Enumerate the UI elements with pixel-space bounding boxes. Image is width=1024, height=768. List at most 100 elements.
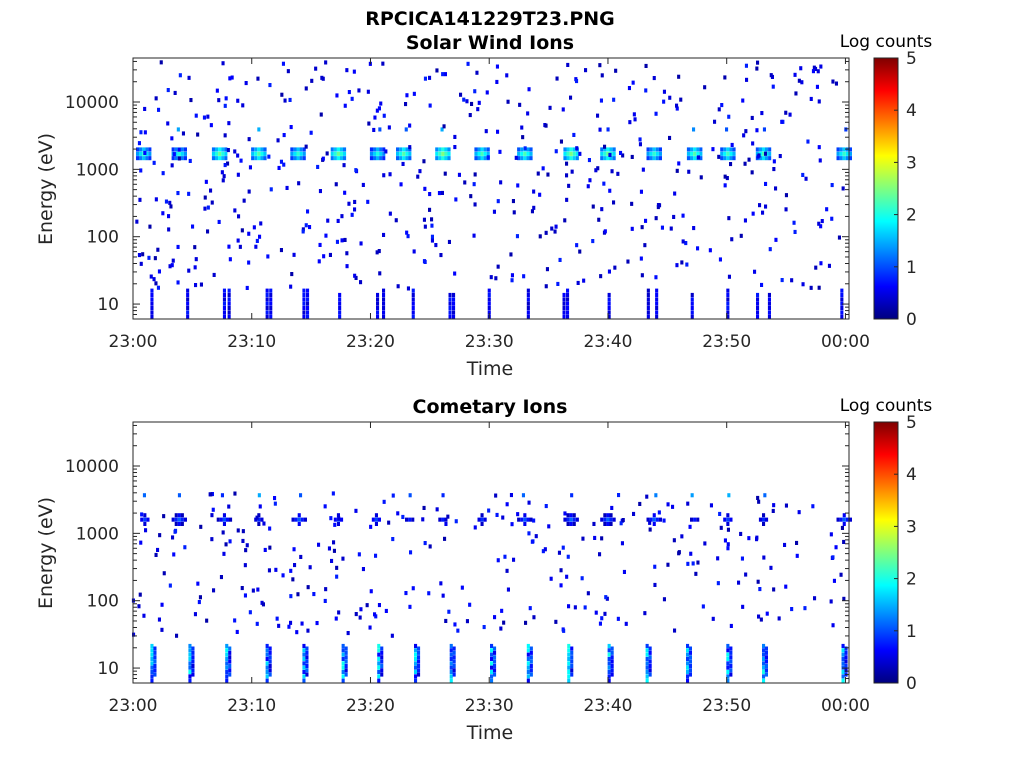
heatmap-cell	[599, 98, 603, 103]
heatmap-cell	[177, 156, 181, 161]
heatmap-cell	[654, 493, 658, 498]
heatmap-cell	[222, 174, 226, 179]
heatmap-cell	[496, 129, 500, 134]
heatmap-cell	[645, 669, 649, 674]
heatmap-cell	[711, 616, 715, 621]
heatmap-cell	[377, 665, 381, 670]
heatmap-cell	[411, 305, 415, 310]
heatmap-cell	[692, 226, 696, 231]
heatmap-cell	[341, 674, 345, 679]
heatmap-cell	[523, 151, 527, 156]
heatmap-cell	[302, 652, 306, 657]
heatmap-cell	[327, 546, 331, 551]
heatmap-cell	[228, 539, 232, 544]
heatmap-cell	[382, 156, 386, 161]
heatmap-cell	[744, 129, 748, 134]
heatmap-cell	[784, 584, 788, 589]
heatmap-cell	[607, 310, 611, 315]
heatmap-cell	[331, 491, 335, 496]
heatmap-cell	[149, 274, 153, 279]
heatmap-cell	[150, 674, 154, 679]
heatmap-cell	[827, 263, 831, 268]
heatmap-cell	[305, 663, 309, 668]
heatmap-cell	[224, 151, 228, 156]
heatmap-cell	[681, 239, 685, 244]
heatmap-cell	[473, 89, 477, 94]
heatmap-cell	[449, 648, 453, 653]
heatmap-cell	[282, 133, 286, 138]
heatmap-cell	[309, 130, 313, 135]
heatmap-cell	[299, 493, 303, 498]
heatmap-cell	[662, 89, 666, 94]
heatmap-cell	[626, 259, 630, 264]
heatmap-cell	[344, 668, 348, 673]
heatmap-cell	[150, 305, 154, 310]
heatmap-cell	[449, 661, 453, 666]
heatmap-cell	[268, 655, 272, 660]
heatmap-cell	[439, 253, 443, 258]
heatmap-cell	[673, 628, 677, 633]
heatmap-cell	[534, 534, 538, 539]
heatmap-cell	[841, 678, 845, 683]
heatmap-cell	[417, 672, 421, 677]
heatmap-cell	[354, 508, 358, 513]
heatmap-cell	[291, 517, 295, 522]
heatmap-cell	[227, 305, 231, 310]
heatmap-cell	[520, 517, 524, 522]
heatmap-cell	[139, 261, 143, 266]
heatmap-cell	[820, 219, 824, 224]
heatmap-cell	[686, 674, 690, 679]
heatmap-cell	[646, 314, 650, 319]
heatmap-cell	[341, 665, 345, 670]
heatmap-cell	[576, 280, 580, 285]
heatmap-cell	[260, 151, 264, 156]
heatmap-cell	[765, 517, 769, 522]
heatmap-cell	[536, 171, 540, 176]
heatmap-cell	[251, 151, 255, 156]
heatmap-cell	[333, 517, 337, 522]
heatmap-cell	[769, 73, 773, 78]
heatmap-cell	[755, 537, 759, 542]
heatmap-cell	[261, 602, 265, 607]
heatmap-cell	[509, 493, 513, 498]
heatmap-cell	[567, 643, 571, 648]
x-tick-label: 23:30	[465, 696, 514, 716]
heatmap-cell	[376, 147, 380, 152]
heatmap-cell	[449, 665, 453, 670]
heatmap-cell	[174, 151, 178, 156]
heatmap-cell	[341, 652, 345, 657]
heatmap-cell	[521, 493, 525, 498]
heatmap-cell	[643, 243, 647, 248]
heatmap-cell	[612, 156, 616, 161]
x-tick-label: 23:40	[583, 332, 632, 352]
heatmap-cell	[686, 661, 690, 666]
heatmap-cell	[174, 517, 178, 522]
heatmap-cell	[139, 540, 143, 545]
heatmap-cell	[443, 536, 447, 541]
heatmap-cell	[236, 172, 240, 177]
y-tick-label: 100	[87, 228, 119, 248]
heatmap-cell	[723, 151, 727, 156]
heatmap-cell	[230, 75, 234, 80]
heatmap-cell	[529, 672, 533, 677]
heatmap-cell	[573, 605, 577, 610]
heatmap-cell	[572, 521, 576, 526]
heatmap-cell	[212, 272, 216, 277]
heatmap-cell	[487, 301, 491, 306]
heatmap-cell	[565, 161, 569, 166]
heatmap-cell	[227, 504, 231, 509]
heatmap-cell	[304, 86, 308, 91]
heatmap-cell	[532, 189, 536, 194]
heatmap-cell	[654, 111, 658, 116]
heatmap-cell	[772, 167, 776, 172]
heatmap-cell	[452, 672, 456, 677]
heatmap-cell	[334, 616, 338, 621]
heatmap-cell	[566, 288, 570, 293]
heatmap-cell	[258, 504, 262, 509]
heatmap-cell	[387, 125, 391, 130]
heatmap-cell	[330, 558, 334, 563]
heatmap-cell	[701, 604, 705, 609]
colorbar-tick-label: 4	[906, 465, 917, 485]
heatmap-cell	[302, 301, 306, 306]
heatmap-cell	[610, 650, 614, 655]
